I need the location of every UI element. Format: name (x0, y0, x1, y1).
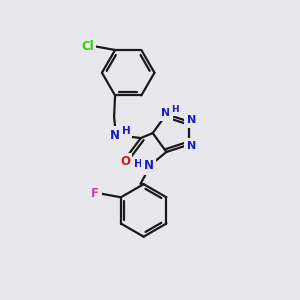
Text: N: N (187, 141, 196, 151)
Text: H: H (134, 159, 143, 169)
Text: O: O (120, 155, 130, 168)
Text: Cl: Cl (81, 40, 94, 52)
Text: N: N (161, 108, 170, 118)
Text: N: N (187, 116, 196, 125)
Text: N: N (110, 129, 120, 142)
Text: N: N (144, 159, 154, 172)
Text: H: H (172, 105, 179, 114)
Text: F: F (91, 187, 99, 200)
Text: H: H (122, 126, 130, 136)
